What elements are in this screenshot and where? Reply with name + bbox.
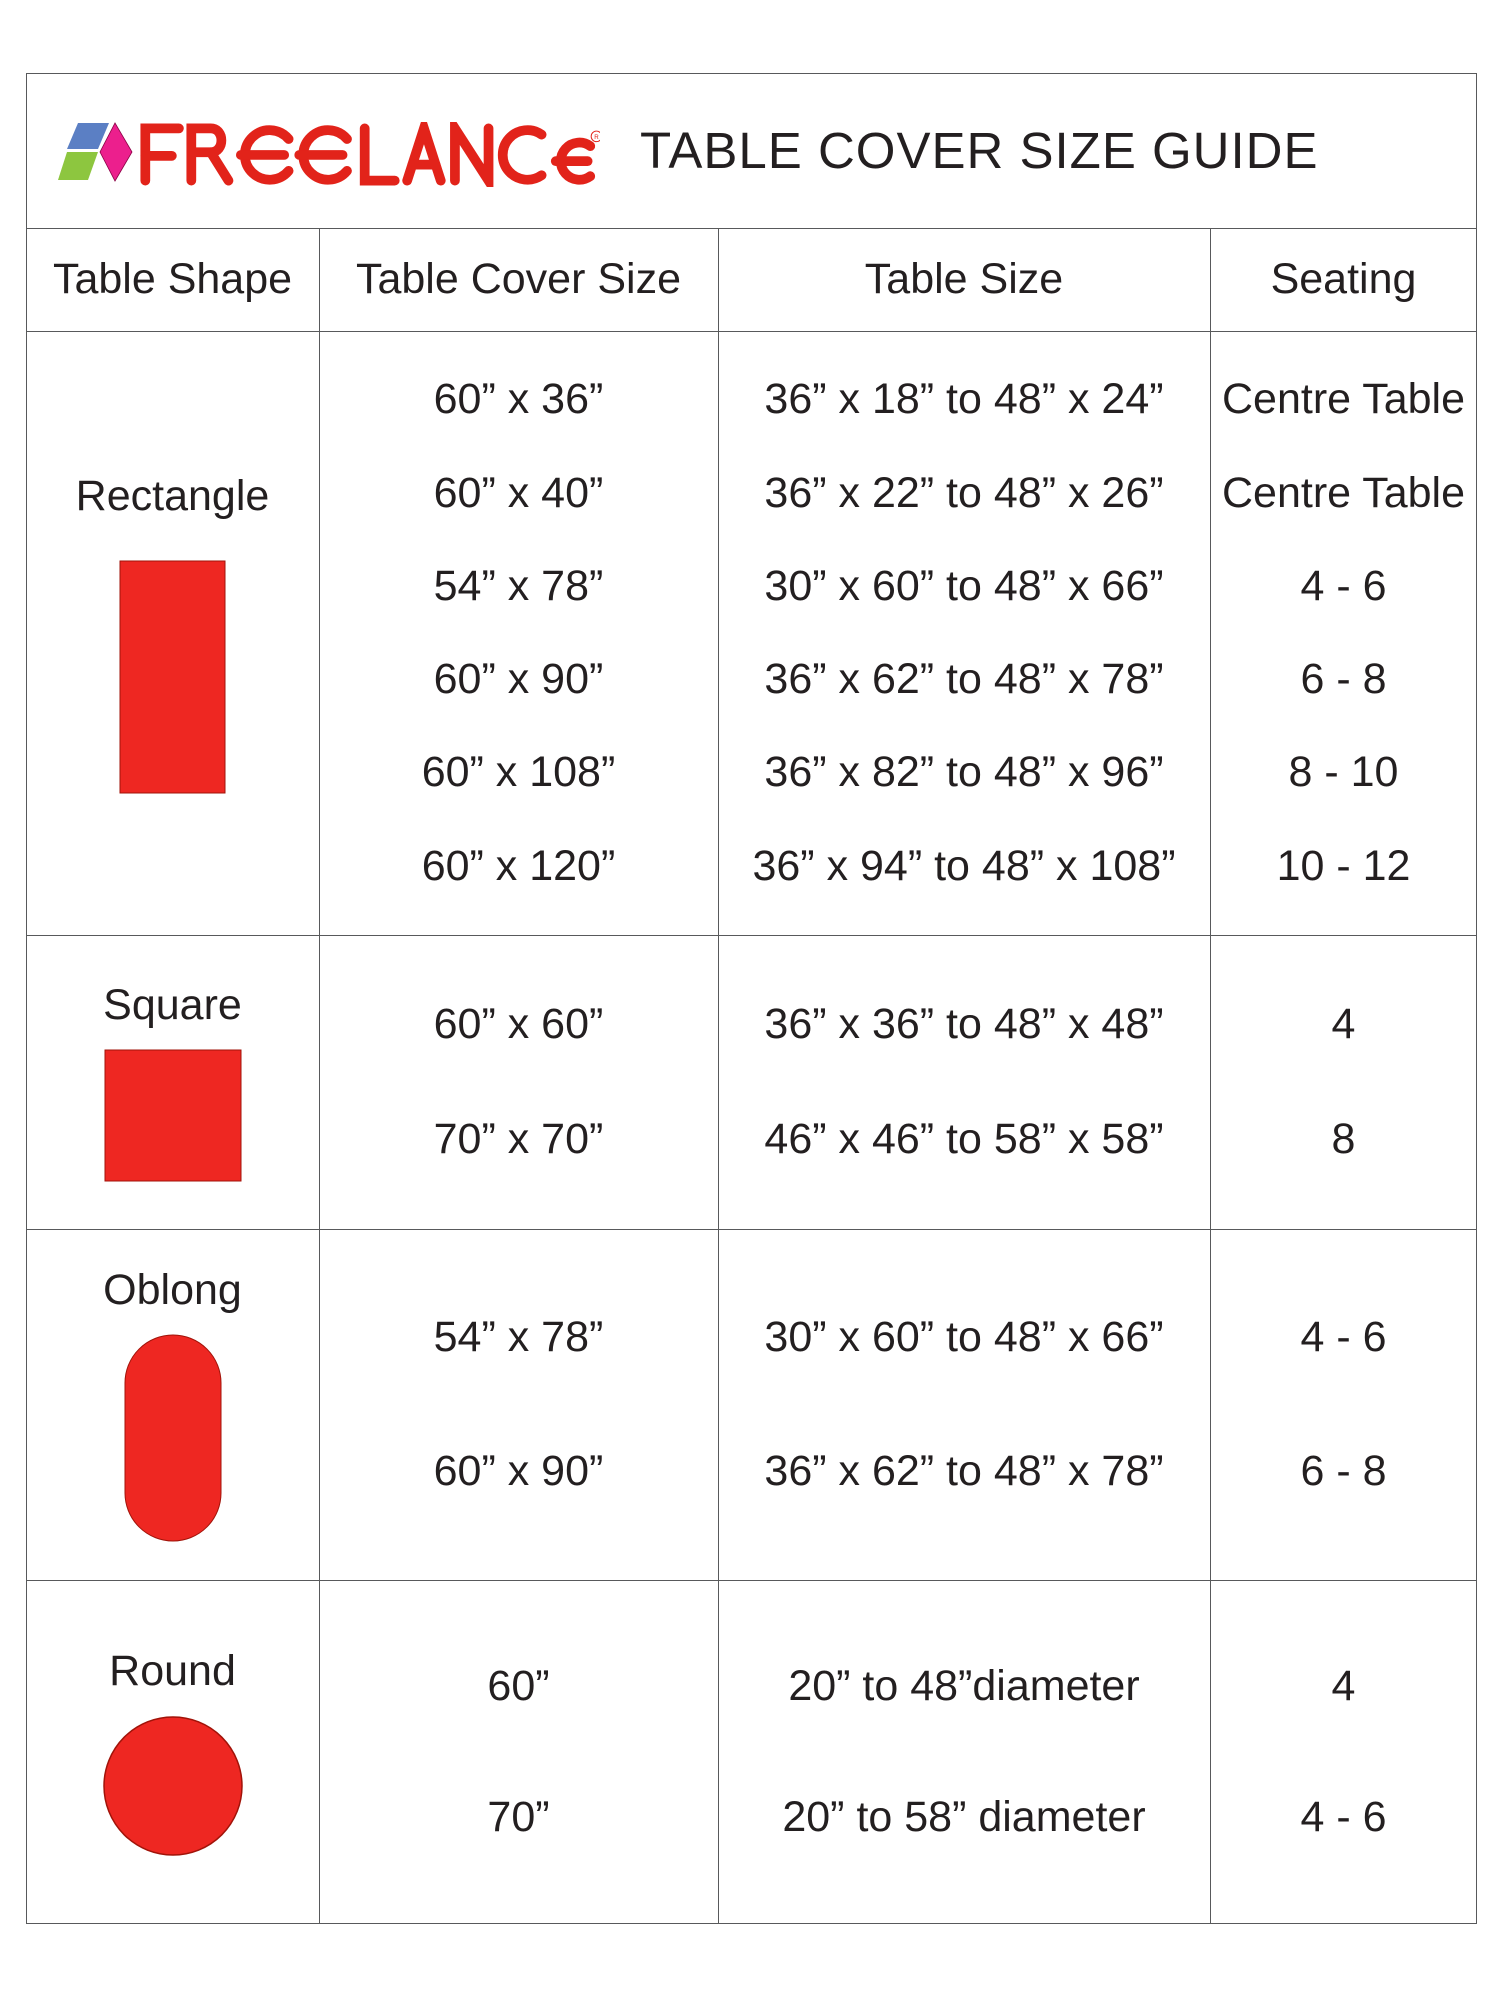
svg-text:R: R (594, 134, 599, 141)
